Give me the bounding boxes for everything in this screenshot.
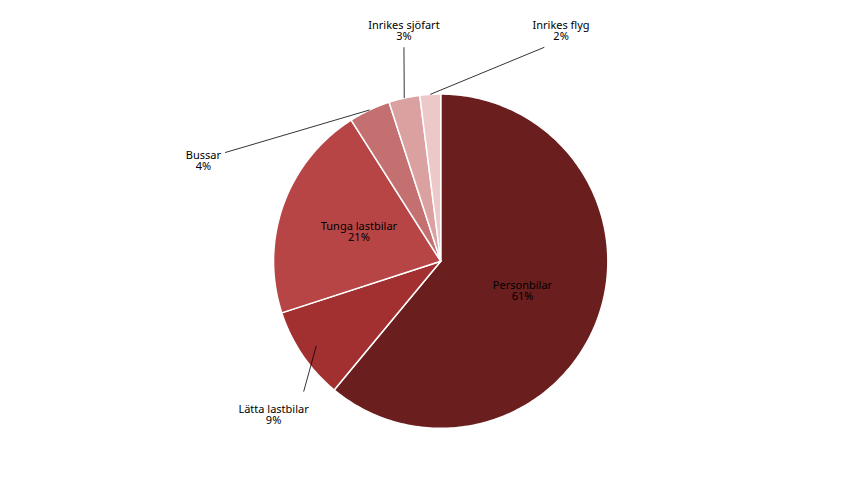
svg-text:Tunga lastbilar21%: Tunga lastbilar21% — [321, 218, 398, 244]
svg-text:Bussar4%: Bussar4% — [186, 147, 222, 173]
svg-text:Inrikes flyg2%: Inrikes flyg2% — [532, 17, 589, 43]
svg-text:Inrikes sjöfart3%: Inrikes sjöfart3% — [368, 17, 439, 43]
svg-text:Lätta lastbilar9%: Lätta lastbilar9% — [238, 401, 309, 427]
svg-text:Personbilar61%: Personbilar61% — [493, 277, 553, 303]
